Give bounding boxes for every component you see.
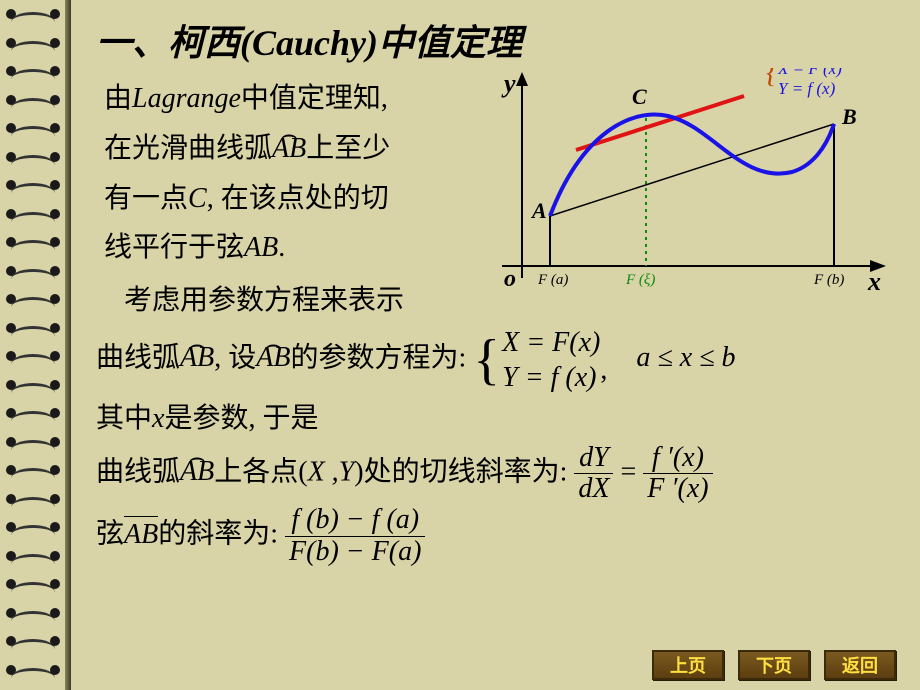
- t: X ,Y: [308, 456, 355, 487]
- t: .: [278, 232, 285, 263]
- frac-chord: f (b) − f (a) F(b) − F(a): [285, 505, 425, 568]
- param-system: X = F(x) Y = f (x): [502, 325, 600, 395]
- line-slope: 曲线弧AB上各点(X ,Y)处的切线斜率为: dY dX = f ′(x) F …: [92, 443, 894, 506]
- next-button[interactable]: 下页: [738, 650, 810, 680]
- t: f (b) − f (a): [285, 505, 425, 536]
- t: AB: [244, 232, 278, 263]
- bar-ab: AB: [124, 511, 158, 559]
- legend-top: X = F (x): [777, 68, 842, 78]
- t: x: [152, 403, 164, 434]
- t: Y = f (x): [502, 360, 600, 395]
- t: 其中: [96, 403, 152, 434]
- t: X = F(x): [502, 325, 600, 360]
- t: )处的切线斜率为:: [354, 456, 567, 487]
- t: 弦: [96, 519, 124, 550]
- svg-text:x: x: [867, 267, 881, 296]
- t: f ′(x): [643, 443, 712, 474]
- intro-text: 由Lagrange中值定理知, 在光滑曲线弧AB上至少 有一点C, 在该点处的切…: [92, 74, 512, 273]
- t: 由: [104, 83, 132, 114]
- range: a ≤ x ≤ b: [636, 342, 735, 373]
- t: 曲线弧: [96, 342, 180, 373]
- t: dX: [574, 473, 613, 505]
- svg-text:o: o: [504, 266, 516, 292]
- t: dY: [574, 443, 613, 474]
- t: 有一点: [104, 183, 188, 214]
- t: F ′(x): [643, 473, 712, 505]
- page-content: 一、柯西(Cauchy)中值定理 由Lagrange中值定理知, 在光滑曲线弧A…: [74, 4, 914, 684]
- t: , 设: [214, 342, 256, 373]
- svg-text:C: C: [632, 84, 647, 109]
- body: 由Lagrange中值定理知, 在光滑曲线弧AB上至少 有一点C, 在该点处的切…: [92, 74, 894, 568]
- arc-ab: AB: [180, 334, 214, 382]
- t: C: [188, 183, 207, 214]
- prev-button[interactable]: 上页: [652, 650, 724, 680]
- t: 线平行于弦: [104, 232, 244, 263]
- nav-buttons: 上页 下页 返回: [652, 650, 896, 680]
- t: 曲线弧: [96, 456, 180, 487]
- t: =: [613, 456, 643, 487]
- line-param: 曲线弧AB, 设AB的参数方程为: { X = F(x) Y = f (x) ,…: [92, 325, 894, 395]
- line-where: 其中x是参数, 于是: [92, 395, 894, 443]
- t: 的斜率为:: [158, 519, 278, 550]
- line-chord: 弦AB的斜率为: f (b) − f (a) F(b) − F(a): [92, 505, 894, 568]
- svg-text:F (ξ): F (ξ): [625, 272, 655, 288]
- svg-text:A: A: [530, 198, 547, 223]
- t: 的参数方程为:: [290, 342, 466, 373]
- frac-fprime: f ′(x) F ′(x): [643, 443, 712, 506]
- arc-ab: AB: [256, 334, 290, 382]
- page-edge: [65, 0, 71, 690]
- svg-text:F (b): F (b): [813, 272, 844, 288]
- spiral-binding: [0, 0, 70, 690]
- svg-text:{: {: [766, 68, 778, 89]
- t: 上各点(: [214, 456, 307, 487]
- arc-ab: AB: [180, 448, 214, 496]
- t: 是参数, 于是: [164, 403, 318, 434]
- t: F(b) − F(a): [285, 536, 425, 568]
- arc-ab: AB: [272, 124, 306, 174]
- t: 上至少: [306, 133, 390, 164]
- page-title: 一、柯西(Cauchy)中值定理: [96, 14, 894, 66]
- svg-text:B: B: [841, 104, 857, 129]
- t: ,: [600, 354, 607, 385]
- t: 中值定理知,: [241, 83, 388, 114]
- graph: y x o A B C F (a) F (ξ) F (b) { X = F (x…: [492, 68, 890, 300]
- legend-bot: Y = f (x): [778, 79, 836, 98]
- svg-text:y: y: [501, 69, 516, 98]
- frac-dy-dx: dY dX: [574, 443, 613, 506]
- svg-text:F (a): F (a): [537, 272, 568, 288]
- t: 在光滑曲线弧: [104, 133, 272, 164]
- back-button[interactable]: 返回: [824, 650, 896, 680]
- t: Lagrange: [132, 83, 241, 114]
- t: , 在该点处的切: [207, 183, 389, 214]
